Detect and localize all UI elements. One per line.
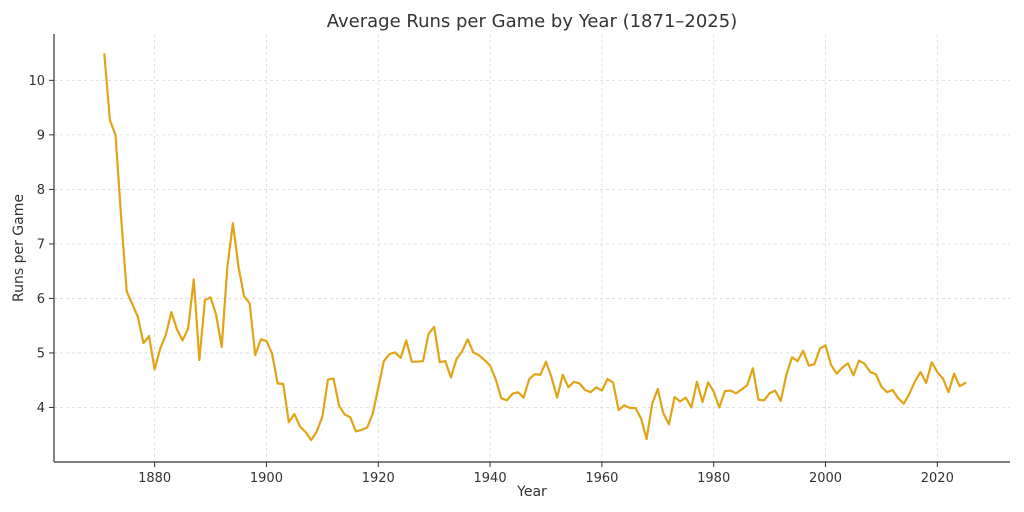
axes — [53, 34, 1010, 463]
chart-title: Average Runs per Game by Year (1871–2025… — [327, 11, 737, 32]
x-tick-label: 1880 — [138, 471, 171, 486]
x-tick-label: 1920 — [362, 471, 395, 486]
y-tick-label: 4 — [37, 401, 45, 416]
y-tick-label: 5 — [37, 346, 45, 361]
y-tick-label: 6 — [37, 292, 45, 307]
x-axis-label: Year — [516, 484, 547, 500]
x-tick-label: 2020 — [921, 471, 954, 486]
y-axis-label: Runs per Game — [11, 194, 27, 302]
series — [103, 53, 967, 442]
x-tick-label: 1980 — [697, 471, 730, 486]
series-line — [103, 53, 967, 442]
ticks: 1880 1900 1920 1940 1960 1980 2000 2020 4 5 6 7 8 9 10 — [28, 74, 953, 486]
y-tick-label: 10 — [28, 74, 45, 89]
x-tick-label: 2000 — [809, 471, 842, 486]
y-tick-label: 9 — [37, 128, 45, 143]
y-tick-label: 8 — [37, 183, 45, 198]
x-tick-label: 1960 — [585, 471, 618, 486]
y-tick-label: 7 — [37, 237, 45, 252]
x-tick-label: 1940 — [474, 471, 507, 486]
x-tick-label: 1900 — [250, 471, 283, 486]
grid — [54, 34, 1010, 462]
